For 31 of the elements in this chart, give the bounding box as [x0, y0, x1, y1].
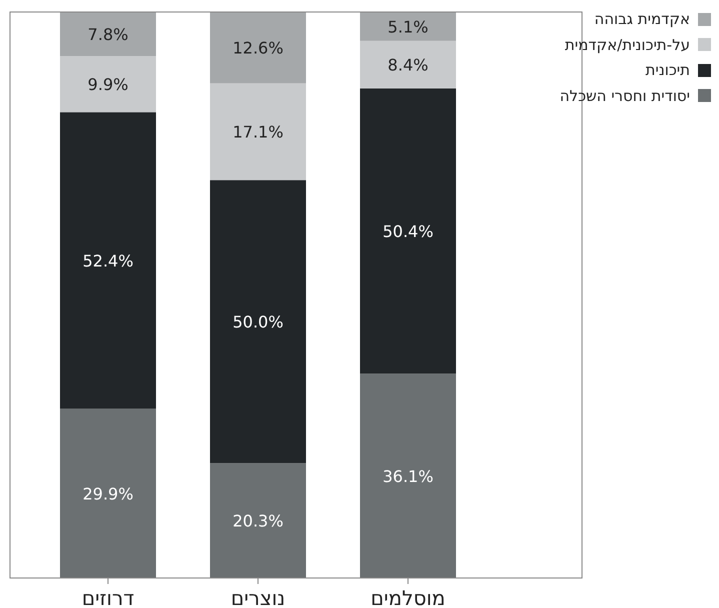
- bar: [60, 112, 156, 409]
- legend-label: על-תיכונית/אקדמית: [564, 36, 690, 54]
- bar: [360, 12, 456, 41]
- data-label: 50.0%: [232, 312, 284, 332]
- data-label: 36.1%: [382, 466, 434, 486]
- data-label: 50.4%: [382, 222, 434, 242]
- data-label: 52.4%: [82, 251, 134, 270]
- x-tick-label: נוצרים: [230, 586, 286, 608]
- legend-label: תיכונית: [646, 61, 690, 79]
- bar: [210, 12, 306, 84]
- bar: [360, 374, 456, 578]
- bar: [360, 88, 456, 374]
- bar: [210, 463, 306, 578]
- bar: [60, 12, 156, 56]
- x-tick-label: מוסלמים: [370, 586, 446, 608]
- legend-label: אקדמית גבוהה: [594, 10, 690, 28]
- bar: [210, 180, 306, 464]
- data-label: 8.4%: [388, 56, 428, 75]
- data-label: 20.3%: [232, 512, 284, 531]
- data-label: 7.8%: [88, 25, 128, 44]
- x-tick-label: דרוזים: [82, 586, 134, 608]
- data-label: 29.9%: [82, 484, 134, 504]
- data-label: 9.9%: [88, 75, 128, 94]
- bar: [60, 408, 156, 578]
- bar: [360, 40, 456, 88]
- bar: [210, 83, 306, 180]
- data-label: 12.6%: [232, 38, 284, 58]
- bar: [60, 56, 156, 112]
- legend-label: יסודית וחסרי השכלה: [560, 86, 690, 104]
- data-label: 17.1%: [232, 122, 284, 142]
- data-label: 5.1%: [388, 17, 428, 36]
